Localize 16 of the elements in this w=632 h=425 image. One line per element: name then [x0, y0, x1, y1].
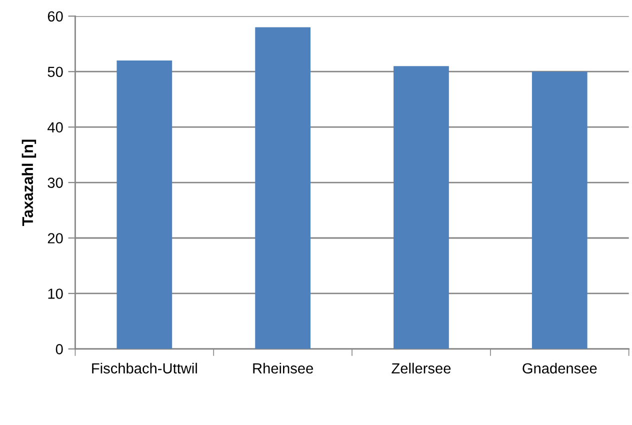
y-tick-label: 50 [48, 66, 63, 78]
bar [532, 72, 588, 349]
x-tick-label: Gnadensee [522, 362, 597, 374]
y-axis-title: Taxazahl [n] [22, 140, 36, 226]
y-tick-label: 20 [48, 233, 63, 244]
x-tick-label: Fischbach-Uttwil [92, 362, 197, 374]
bar [116, 60, 172, 349]
y-tick-label: 60 [48, 11, 63, 22]
y-tick-label: 40 [48, 122, 63, 133]
y-tick-label: 10 [48, 288, 63, 299]
x-tick-label: Rheinsee [253, 362, 313, 374]
y-tick-label: 30 [48, 178, 63, 188]
y-tick-label: 0 [56, 344, 63, 354]
bar [394, 66, 449, 349]
x-tick-label: Zellersee [392, 362, 451, 374]
bar [255, 27, 310, 349]
